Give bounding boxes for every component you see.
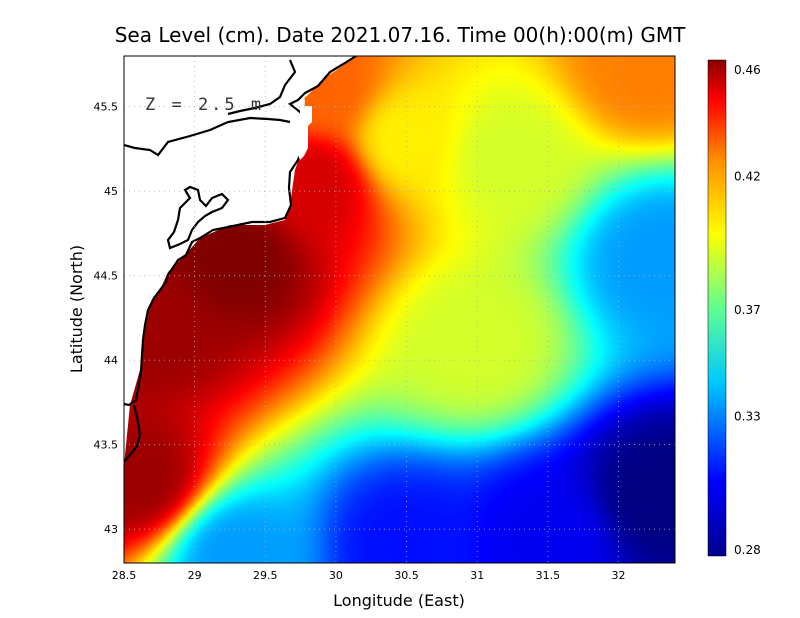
y-axis-ticks: 43 43.5 44 44.5 45 45.5 — [94, 101, 119, 537]
x-tick-label: 30.5 — [394, 569, 419, 582]
colorbar — [707, 59, 727, 557]
colorbar-tick-label: 0.42 — [734, 170, 761, 184]
x-tick-label: 28.5 — [112, 569, 137, 582]
y-tick-label: 44.5 — [94, 270, 119, 283]
land-west — [124, 56, 305, 465]
coastline-inlet-upper — [124, 116, 291, 157]
x-axis-label: Longitude (East) — [333, 591, 465, 610]
x-tick-label: 31 — [470, 569, 484, 582]
colorbar-tick-label: 0.37 — [734, 303, 761, 317]
colorbar-tick-label: 0.28 — [734, 543, 761, 557]
x-axis-ticks: 28.5 29 29.5 30 30.5 31 31.5 32 — [112, 569, 626, 582]
x-tick-label: 32 — [611, 569, 625, 582]
colorbar-tick-label: 0.46 — [734, 63, 761, 77]
plot-frame — [123, 55, 676, 564]
depth-annotation: Z = 2.5 m — [145, 95, 264, 115]
y-tick-label: 43.5 — [94, 439, 119, 452]
grid-lines — [124, 56, 675, 563]
coastline-main — [124, 56, 357, 407]
coastal-mask — [296, 106, 312, 160]
x-tick-label: 29 — [188, 569, 202, 582]
x-tick-label: 29.5 — [253, 569, 278, 582]
chart-title: Sea Level (cm). Date 2021.07.16. Time 00… — [115, 23, 686, 47]
y-tick-label: 45 — [104, 185, 118, 198]
y-tick-label: 44 — [104, 354, 118, 367]
y-axis-label: Latitude (North) — [67, 245, 86, 373]
plot-area: Z = 2.5 m — [124, 56, 675, 563]
coastline-lagoon — [166, 185, 230, 250]
x-tick-label: 31.5 — [536, 569, 561, 582]
x-tick-label: 30 — [329, 569, 343, 582]
y-tick-label: 43 — [104, 523, 118, 536]
coastline-bay — [227, 59, 297, 116]
y-tick-label: 45.5 — [94, 101, 119, 114]
coastline-south — [124, 404, 142, 463]
colorbar-ticks: 0.46 0.42 0.37 0.33 0.28 — [734, 63, 761, 557]
colorbar-tick-label: 0.33 — [734, 410, 761, 424]
